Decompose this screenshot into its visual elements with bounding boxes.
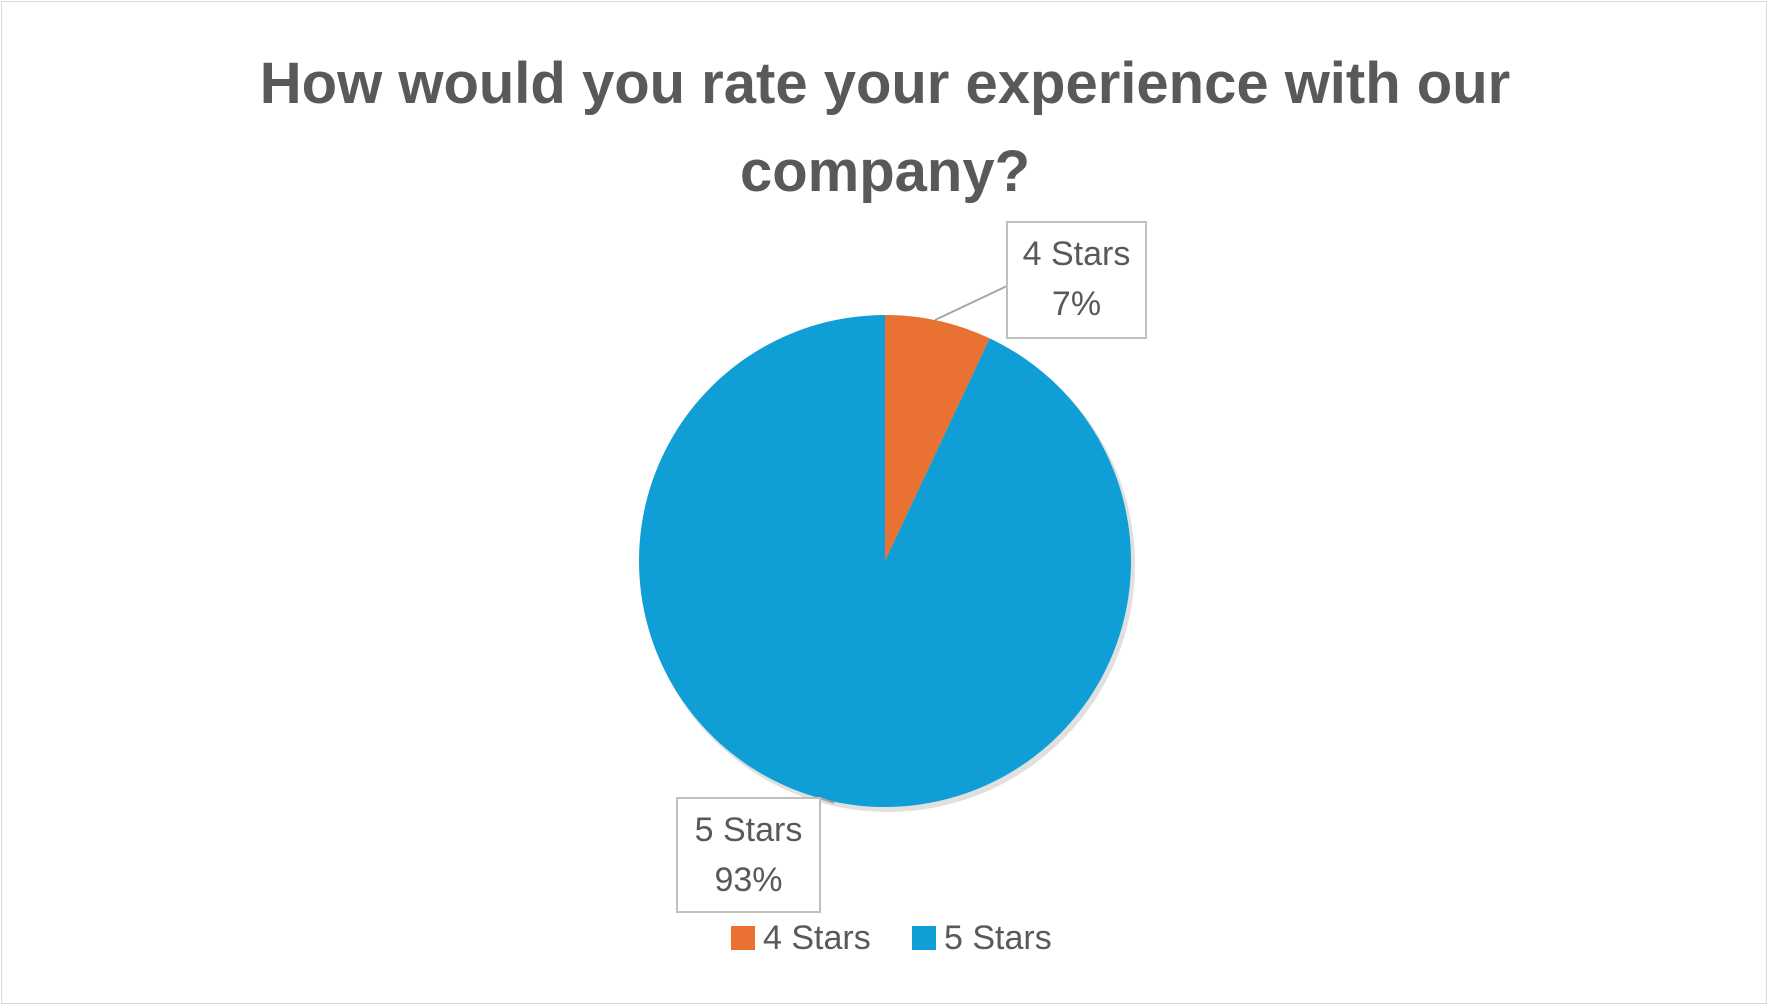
legend-label: 4 Stars bbox=[763, 919, 871, 957]
legend-swatch bbox=[912, 926, 936, 950]
leader-line bbox=[934, 285, 1008, 321]
pie-slice bbox=[639, 315, 1132, 807]
data-label-value: 93% bbox=[714, 861, 782, 899]
data-label-category: 5 Stars bbox=[695, 811, 803, 849]
chart-title: How would you rate your experience with … bbox=[259, 51, 1511, 204]
data-label-box bbox=[676, 797, 821, 913]
legend-swatch bbox=[731, 926, 755, 950]
data-label-box bbox=[1006, 221, 1147, 339]
leader-line bbox=[819, 797, 835, 804]
pie-slice bbox=[885, 315, 990, 561]
legend-label: 5 Stars bbox=[944, 919, 1052, 957]
data-label-category: 4 Stars bbox=[1023, 235, 1131, 273]
data-label-value: 7% bbox=[1052, 285, 1101, 323]
